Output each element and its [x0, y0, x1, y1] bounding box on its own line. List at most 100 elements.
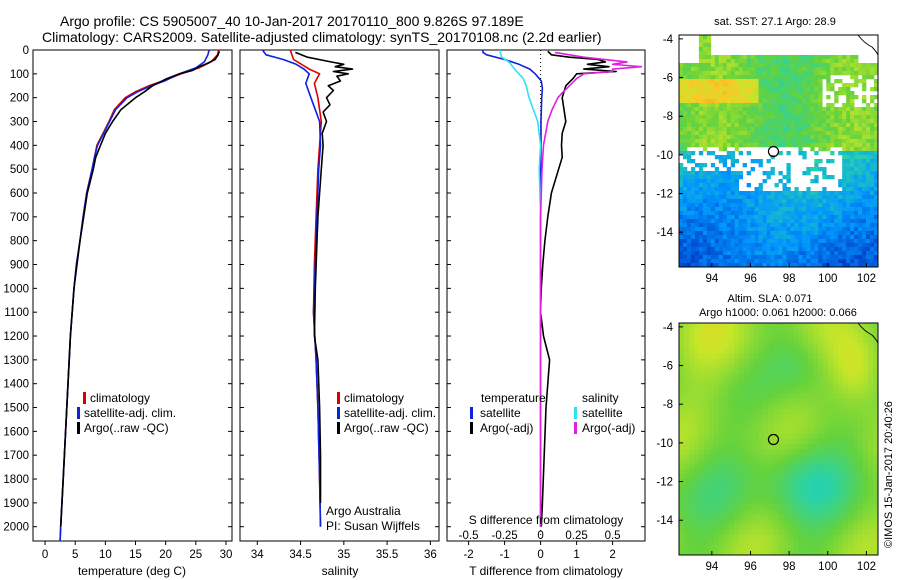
sla-cell — [733, 464, 739, 470]
sst-cell — [698, 51, 704, 56]
sla-map-frame — [678, 322, 879, 556]
sst-cell — [846, 151, 851, 156]
sla-cell — [753, 499, 759, 505]
sla-cell — [823, 464, 829, 470]
sla-cell — [778, 444, 784, 450]
sst-cell — [774, 99, 779, 104]
sla-cell — [773, 454, 779, 460]
sst-cell — [762, 83, 767, 88]
sla-cell — [833, 363, 839, 369]
sla-cell — [733, 449, 739, 455]
sla-cell — [778, 494, 784, 500]
sst-cell — [786, 203, 791, 208]
sla-cell — [853, 539, 859, 546]
sst-lat-tick-label: -10 — [656, 150, 673, 162]
sla-cell — [733, 413, 739, 420]
sst-cell — [790, 259, 795, 264]
sst-cell — [802, 71, 807, 76]
sst-cell — [866, 115, 871, 120]
sst-cell — [686, 71, 692, 76]
sst-cell — [810, 235, 815, 240]
sst-cell — [826, 67, 831, 72]
sla-cell — [758, 383, 764, 389]
sst-cell — [826, 143, 831, 148]
sla-cell — [683, 484, 690, 490]
sla-cell — [848, 368, 854, 374]
difference-profile-plot — [482, 50, 643, 541]
sst-cell — [810, 219, 815, 224]
sla-cell — [853, 454, 859, 460]
sla-cell — [823, 373, 829, 379]
sst-cell — [682, 207, 688, 212]
sla-cell — [703, 333, 710, 339]
sst-cell — [786, 143, 791, 148]
sst-cell — [714, 71, 720, 76]
sst-cell — [774, 119, 779, 124]
legend-swatch-t-satellite — [470, 407, 473, 419]
sst-cell — [858, 255, 863, 260]
sst-cell — [774, 251, 779, 256]
sla-cell — [758, 433, 764, 440]
sla-cell — [768, 474, 774, 480]
sla-cell — [823, 338, 829, 344]
sla-cell — [723, 373, 730, 379]
sst-cell — [710, 55, 716, 60]
sla-cell — [848, 353, 854, 359]
sst-cell — [774, 135, 779, 140]
sst-cell — [766, 219, 771, 224]
sst-cell — [854, 179, 859, 184]
sst-cell — [834, 219, 839, 224]
sla-cell — [748, 544, 754, 551]
sla-cell — [853, 418, 859, 425]
sla-cell — [683, 378, 690, 384]
sla-cell — [813, 454, 819, 460]
sst-cell — [830, 159, 835, 164]
sst-cell — [814, 207, 819, 212]
sst-cell — [762, 227, 767, 232]
sla-cell — [798, 499, 804, 505]
sst-cell — [738, 67, 743, 72]
sst-cell — [842, 191, 847, 196]
sst-cell — [766, 99, 771, 104]
sla-cell — [848, 464, 854, 470]
sla-cell — [743, 388, 749, 394]
sst-cell — [858, 183, 863, 188]
sla-cell — [828, 338, 834, 344]
sla-cell — [693, 464, 700, 470]
sst-cell — [742, 247, 747, 252]
sst-cell — [806, 171, 811, 176]
sla-cell — [833, 348, 839, 354]
sla-map-title-line1: Altim. SLA: 0.071 — [728, 293, 813, 305]
sst-cell — [806, 143, 811, 148]
sst-cell — [758, 239, 763, 244]
sla-cell — [788, 328, 794, 334]
sla-cell — [683, 403, 690, 410]
s-difference-label: S difference from climatology — [469, 513, 624, 527]
sla-cell — [728, 363, 735, 369]
sst-cell — [850, 179, 855, 184]
sst-cell — [802, 59, 807, 64]
sla-cell — [838, 413, 844, 420]
sla-cell — [708, 413, 715, 420]
sla-cell — [788, 444, 794, 450]
sla-cell — [863, 459, 869, 465]
sla-cell — [718, 403, 725, 410]
sla-cell — [703, 413, 710, 420]
sst-cell — [750, 71, 755, 76]
sst-cell — [746, 151, 751, 156]
sst-cell — [790, 111, 795, 116]
sst-cell — [718, 63, 724, 68]
sla-cell — [858, 358, 864, 364]
sst-cell — [830, 115, 835, 120]
sla-cell — [768, 484, 774, 490]
sst-cell — [830, 127, 835, 132]
sst-cell — [866, 223, 871, 228]
sla-cell — [793, 433, 799, 440]
sla-cell — [848, 393, 854, 399]
legend-label-climatology: climatology — [90, 391, 150, 405]
sla-cell — [733, 368, 739, 374]
sst-cell — [766, 159, 771, 164]
sst-cell — [850, 111, 855, 116]
sst-cell — [742, 79, 747, 84]
sst-cell — [722, 71, 728, 76]
